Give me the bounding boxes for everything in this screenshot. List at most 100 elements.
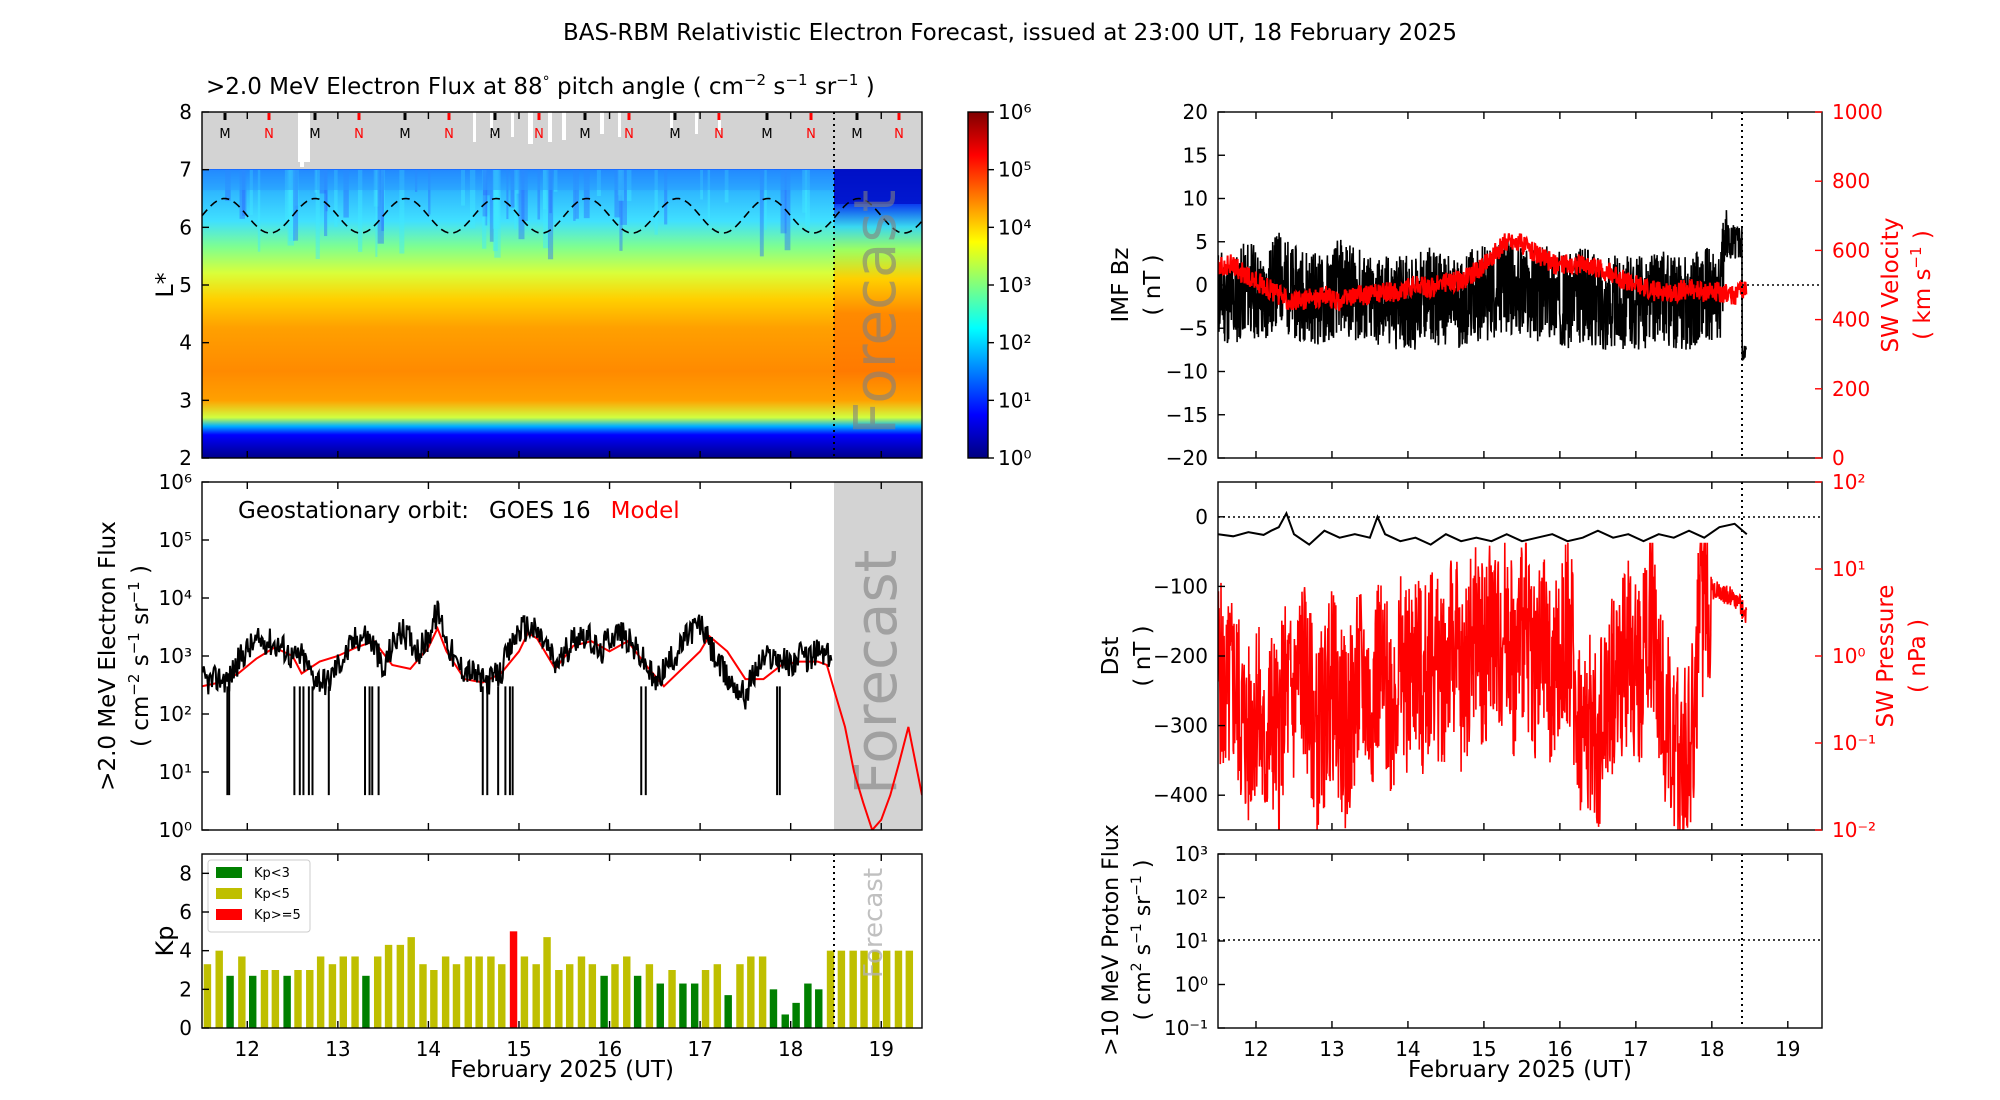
kp-bar	[656, 983, 664, 1028]
dst-ylabel-2: ( nT )	[1130, 625, 1156, 686]
colorbar-ticks: 10⁰ 10¹ 10² 10³ 10⁴ 10⁵ 10⁶	[988, 100, 1031, 470]
y-tick-label: 2	[179, 446, 192, 470]
x-tick-label: 14	[416, 1037, 441, 1061]
lstar-streak	[288, 170, 296, 241]
lstar-streak	[325, 170, 328, 212]
kp-bar	[747, 956, 755, 1028]
lstar-streak	[428, 170, 431, 215]
lstar-streak	[620, 170, 627, 225]
lstar-streak	[381, 170, 385, 215]
colorbar-gradient	[967, 111, 989, 459]
kp-bar	[362, 975, 370, 1028]
lstar-streak	[654, 170, 658, 235]
sw-velocity-line	[1218, 233, 1748, 312]
kp-bar	[407, 937, 415, 1028]
kp-bar	[373, 956, 382, 1028]
colorbar-tick-label: 10⁶	[998, 100, 1031, 124]
lstar-streak	[537, 170, 541, 220]
lstar-streak	[518, 170, 525, 240]
kp-bar	[872, 950, 880, 1028]
lstar-streak	[784, 170, 791, 251]
x-tick-label: 13	[1319, 1037, 1344, 1061]
mn-marker-label: M	[489, 127, 500, 142]
kp-bar	[271, 970, 280, 1028]
kp-legend: Kp<3 Kp<5 Kp>=5	[207, 859, 311, 933]
y-tick-label: 0	[1195, 505, 1208, 529]
kp-bar	[826, 950, 835, 1028]
kp-bar	[736, 964, 744, 1028]
geo-legend-obs: GOES 16	[489, 498, 591, 524]
lstar-gap	[618, 112, 621, 137]
lstar-title-main: >2.0 MeV Electron Flux at 88	[206, 74, 543, 100]
y-tick-label: −300	[1153, 714, 1208, 738]
lstar-data-gaps	[298, 112, 721, 167]
kp-bar	[396, 944, 405, 1028]
y-tick-label: 10	[1183, 187, 1208, 211]
lstar-streak	[257, 170, 261, 252]
kp-bar	[351, 956, 359, 1028]
y-tick-label: 6	[179, 900, 192, 924]
lstar-title-close: )	[858, 74, 874, 100]
y-tick-label: 200	[1832, 377, 1870, 401]
y-tick-label: 10⁵	[159, 528, 192, 552]
lstar-gap	[300, 112, 304, 167]
kp-legend-swatch-low	[216, 867, 242, 878]
kp-panel: Forecast Kp<3 Kp<5 Kp>=5 0 2 4 6 8 Kp 12 13 14…	[151, 853, 923, 1083]
x-tick-label: 19	[869, 1037, 894, 1061]
kp-bar	[781, 1014, 789, 1028]
kp-legend-swatch-mid	[216, 888, 242, 899]
mn-marker-label: N	[624, 127, 634, 142]
x-tick-label: 12	[235, 1037, 260, 1061]
kp-bar	[487, 956, 495, 1028]
y-tick-label: −5	[1179, 316, 1208, 340]
y-tick-label: −15	[1166, 403, 1208, 427]
mn-marker-label: N	[354, 127, 364, 142]
lstar-x-ticks	[246, 112, 882, 458]
velocity-ylabel-1: SW Velocity	[1878, 218, 1904, 353]
geo-x-ticks	[246, 482, 882, 830]
kp-bar	[815, 989, 823, 1028]
y-tick-label: 20	[1183, 100, 1208, 124]
kp-bar	[690, 983, 699, 1028]
kp-bar	[464, 956, 472, 1028]
lstar-streak	[664, 170, 668, 225]
kp-bar	[860, 950, 868, 1028]
lstar-streak	[492, 170, 500, 229]
y-tick-label: 10²	[1175, 886, 1208, 910]
lstar-gap	[695, 112, 698, 134]
dst-y-ticks: −400 −300 −200 −100 0	[1153, 505, 1225, 807]
kp-bar	[203, 964, 212, 1028]
proton-ylabel-2: ( cm2 s−1 sr−1 )	[1129, 860, 1156, 1021]
x-tick-label: 16	[597, 1037, 622, 1061]
y-tick-label: 10⁰	[159, 818, 192, 842]
mn-marker-label: N	[264, 127, 274, 142]
kp-bar	[555, 970, 563, 1028]
kp-bar	[588, 964, 597, 1028]
mn-marker-label: N	[806, 127, 816, 142]
lstar-streak	[399, 170, 405, 254]
lstar-streak	[521, 170, 528, 222]
y-tick-label: 10⁰	[1175, 973, 1208, 997]
x-tick-label: 12	[1243, 1037, 1268, 1061]
lstar-streak	[543, 170, 550, 249]
lstar-streak	[780, 170, 787, 234]
kp-bar	[441, 956, 450, 1028]
lstar-title-s: s	[766, 74, 785, 100]
colorbar-tick-label: 10⁴	[998, 215, 1031, 239]
kp-bar	[668, 970, 676, 1028]
mn-marker-label: N	[894, 127, 904, 142]
lstar-gap	[511, 112, 514, 137]
y-tick-label: 8	[179, 861, 192, 885]
y-tick-label: 10³	[159, 644, 192, 668]
y-tick-label: 0	[1195, 273, 1208, 297]
kp-bar	[509, 931, 518, 1028]
y-tick-label: 5	[179, 273, 192, 297]
lstar-forecast-band	[834, 169, 922, 458]
lstar-streak	[469, 170, 476, 229]
geo-legend: Geostationary orbit: GOES 16 Model	[238, 498, 680, 524]
lstar-gap	[528, 112, 533, 144]
kp-bar	[475, 956, 483, 1028]
kp-ylabel: Kp	[151, 926, 179, 957]
kp-bar	[260, 970, 269, 1028]
lstar-streak	[482, 170, 487, 249]
